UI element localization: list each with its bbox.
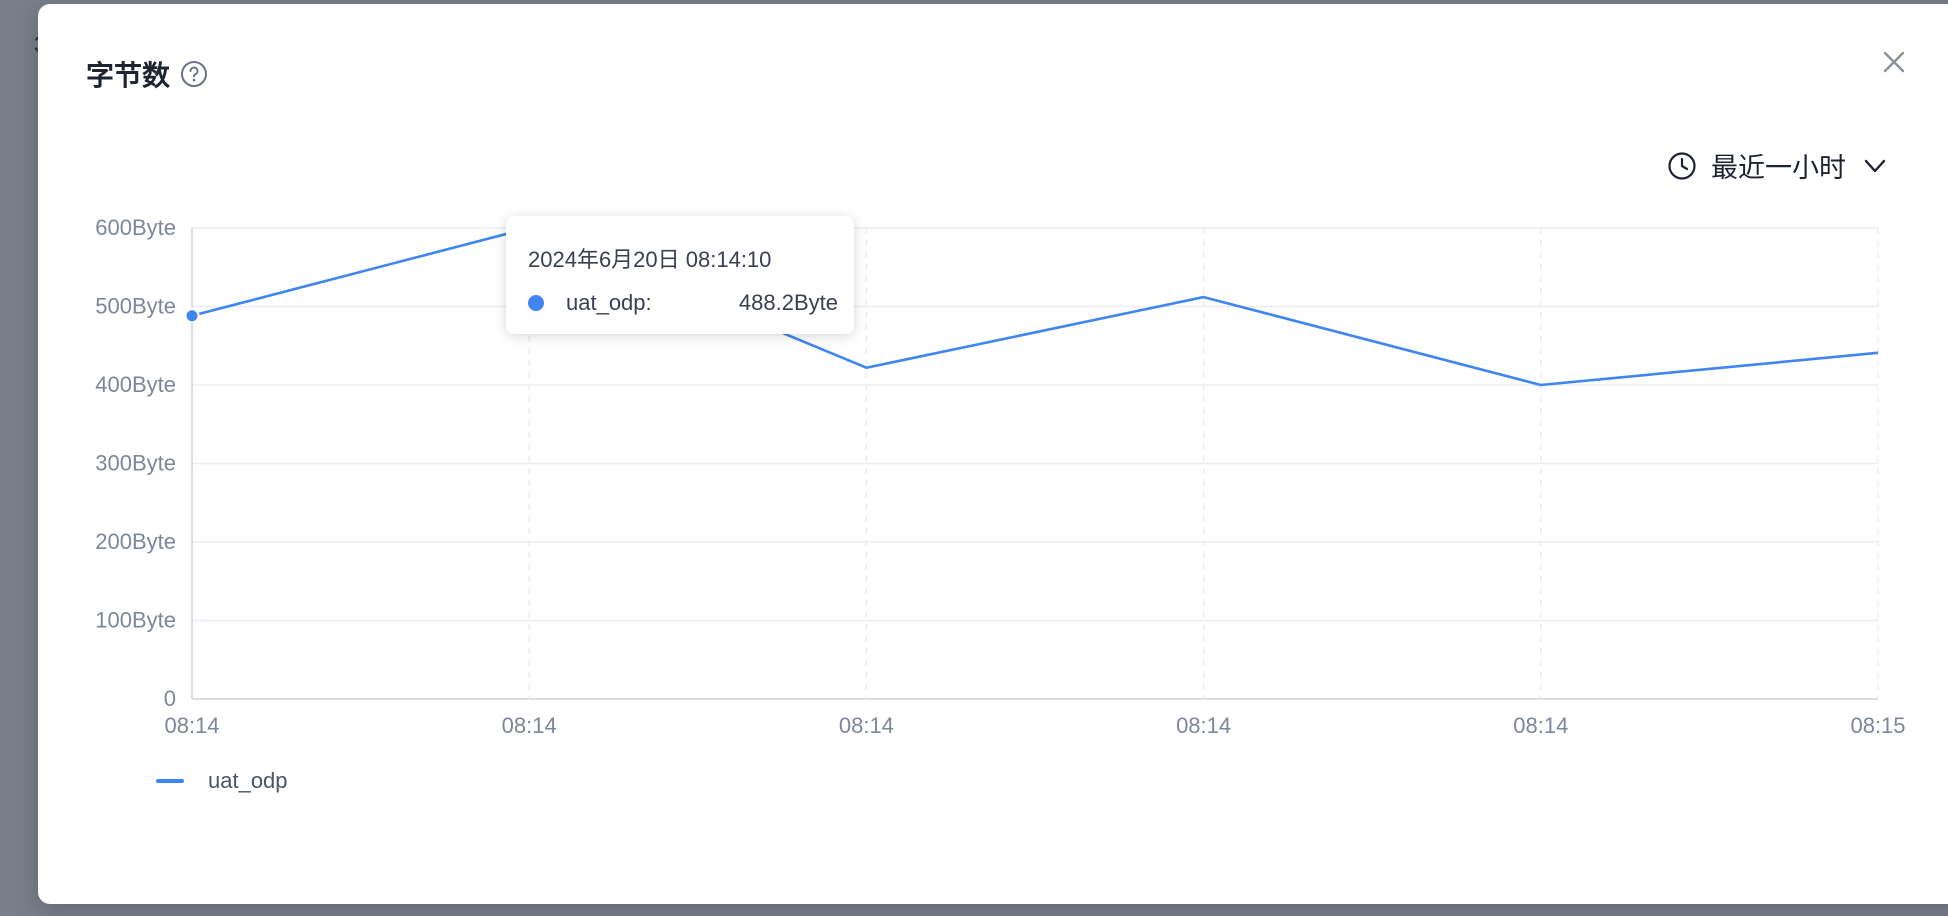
tooltip-series-dot — [528, 295, 544, 311]
x-tick-label: 08:14 — [502, 713, 557, 738]
series-line-uat_odp — [191, 226, 1879, 387]
data-point — [184, 308, 200, 324]
question-circle-icon[interactable] — [180, 60, 208, 88]
y-tick-label: 100Byte — [95, 608, 176, 633]
x-tick-label: 08:14 — [164, 713, 219, 738]
y-tick-label: 400Byte — [95, 372, 176, 397]
chart-modal: 字节数 最近一小时 0 100Byte 200Byte 300Byte 400Byte 5… — [38, 4, 1948, 904]
tooltip-time: 2024年6月20日 08:14:10 — [528, 247, 772, 272]
x-tick-label: 08:14 — [839, 713, 894, 738]
chart-tooltip: 2024年6月20日 08:14:10 uat_odp: 488.2Byte — [506, 216, 854, 334]
y-tick-label: 600Byte — [95, 215, 176, 240]
time-range-label: 最近一小时 — [1711, 153, 1846, 183]
tooltip-value: 488.2Byte — [738, 290, 838, 315]
modal-title: 字节数 — [86, 54, 208, 94]
line-chart: 0 100Byte 200Byte 300Byte 400Byte 500Byte 600B… — [95, 215, 1905, 738]
legend-label: uat_odp — [208, 768, 288, 793]
x-tick-label: 08:15 — [1850, 713, 1905, 738]
clock-icon — [1668, 151, 1696, 180]
chevron-down-icon — [1864, 159, 1886, 172]
y-tick-label: 500Byte — [95, 294, 176, 319]
time-range-select[interactable]: 最近一小时 — [1667, 146, 1888, 185]
legend-swatch — [156, 779, 184, 783]
tooltip-series: uat_odp: — [566, 290, 652, 315]
y-tick-label: 300Byte — [95, 451, 176, 476]
modal-title-text: 字节数 — [86, 60, 171, 91]
close-icon[interactable] — [1878, 46, 1910, 78]
y-tick-label: 0 — [164, 686, 176, 711]
legend-item-uat-odp[interactable]: uat_odp — [156, 768, 288, 794]
y-tick-label: 200Byte — [95, 529, 176, 554]
x-tick-label: 08:14 — [1513, 713, 1568, 738]
tooltip-row: uat_odp: 488.2Byte — [528, 290, 838, 316]
x-tick-label: 08:14 — [1176, 713, 1231, 738]
